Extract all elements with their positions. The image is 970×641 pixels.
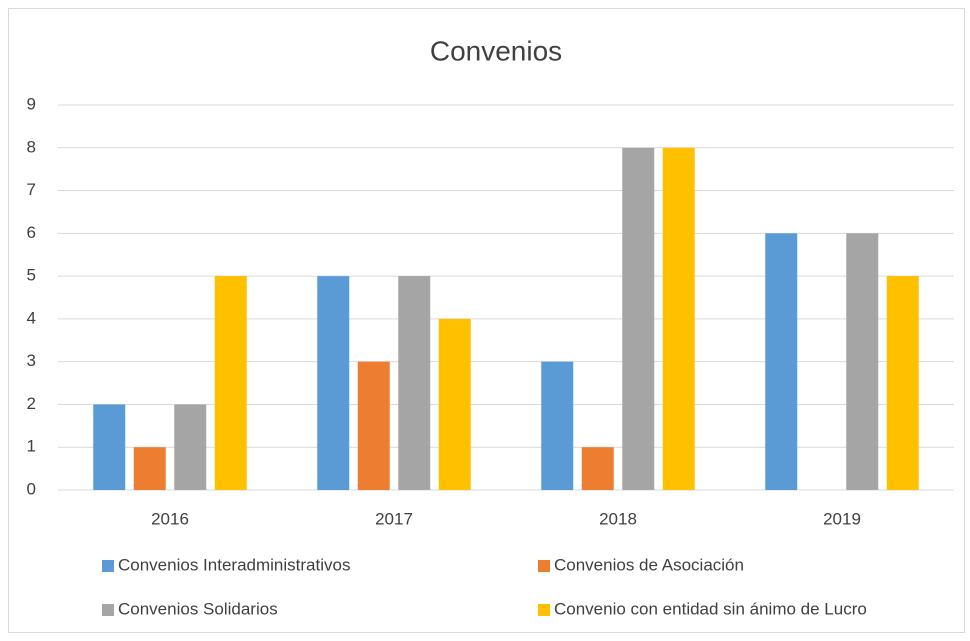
chart-frame [8,8,965,633]
bar [622,147,655,490]
x-tick-label: 2019 [823,509,861,528]
bar [174,404,207,490]
bar [662,147,695,490]
bar [765,233,798,491]
bar [317,276,350,490]
bar [846,233,879,491]
bar [438,318,471,490]
legend-swatch [102,560,114,572]
bar [541,361,574,490]
legend-label: Convenios Interadministrativos [118,555,350,574]
y-tick-label: 9 [27,94,36,113]
bar [581,447,614,490]
y-tick-label: 4 [27,308,36,327]
legend-label: Convenios Solidarios [118,599,278,618]
x-tick-label: 2017 [375,509,413,528]
y-tick-label: 0 [27,479,36,498]
legend-swatch [102,604,114,616]
legend-swatch [538,604,550,616]
y-tick-label: 6 [27,223,36,242]
bar [133,447,166,490]
y-tick-label: 7 [27,180,36,199]
bar [214,276,247,490]
bar [398,276,431,490]
legend-swatch [538,560,550,572]
y-tick-label: 5 [27,266,36,285]
y-tick-label: 2 [27,394,36,413]
chart-title: Convenios [430,35,562,66]
y-tick-label: 8 [27,137,36,156]
x-tick-label: 2016 [151,509,189,528]
legend-label: Convenios de Asociación [554,555,744,574]
bar [357,361,390,490]
bar [886,276,919,490]
legend-label: Convenio con entidad sin ánimo de Lucro [554,599,867,618]
y-tick-label: 1 [27,437,36,456]
bar [93,404,126,490]
y-tick-label: 3 [27,351,36,370]
x-tick-label: 2018 [599,509,637,528]
